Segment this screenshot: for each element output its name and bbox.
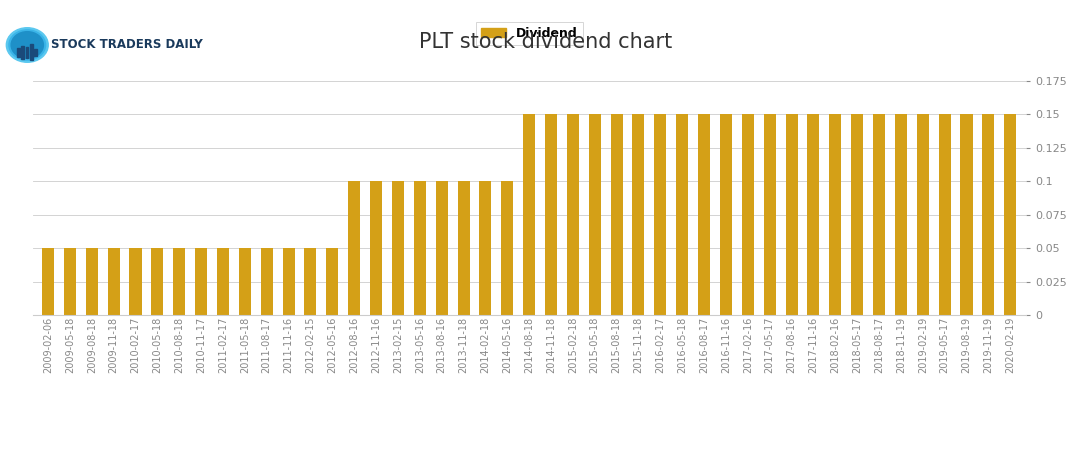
Bar — [764, 114, 776, 315]
Bar — [546, 114, 558, 315]
Bar — [348, 181, 360, 315]
Text: PLT stock dividend chart: PLT stock dividend chart — [419, 32, 672, 51]
Bar — [108, 248, 120, 315]
Bar — [873, 114, 885, 315]
Circle shape — [9, 30, 46, 60]
Bar — [261, 248, 273, 315]
Bar — [130, 248, 142, 315]
Bar — [152, 248, 164, 315]
Bar — [829, 114, 841, 315]
Bar — [304, 248, 316, 315]
Bar — [173, 248, 185, 315]
Bar — [217, 248, 229, 315]
Bar — [676, 114, 688, 315]
Bar — [195, 248, 207, 315]
Bar — [786, 114, 798, 315]
Bar — [851, 114, 863, 315]
Bar — [501, 181, 513, 315]
Bar — [895, 114, 907, 315]
Bar — [22, 46, 24, 58]
Bar — [960, 114, 972, 315]
Bar — [392, 181, 404, 315]
Bar — [982, 114, 994, 315]
Bar — [633, 114, 645, 315]
Bar — [807, 114, 819, 315]
Bar — [742, 114, 754, 315]
Bar — [457, 181, 469, 315]
Bar — [239, 248, 251, 315]
Bar — [326, 248, 338, 315]
Bar — [435, 181, 447, 315]
Bar — [567, 114, 579, 315]
Bar — [1004, 114, 1016, 315]
Bar — [523, 114, 536, 315]
Bar — [64, 248, 76, 315]
Bar — [938, 114, 950, 315]
Circle shape — [11, 32, 44, 58]
Bar — [26, 47, 28, 58]
Bar — [35, 49, 37, 56]
Bar — [370, 181, 382, 315]
Bar — [589, 114, 601, 315]
Bar — [17, 48, 20, 57]
Legend: Dividend: Dividend — [476, 22, 583, 45]
Bar — [655, 114, 667, 315]
Bar — [31, 44, 33, 60]
Circle shape — [7, 28, 48, 62]
Text: STOCK TRADERS DAILY: STOCK TRADERS DAILY — [51, 39, 203, 51]
Bar — [283, 248, 295, 315]
Bar — [698, 114, 710, 315]
Bar — [720, 114, 732, 315]
Bar — [413, 181, 425, 315]
Bar — [916, 114, 928, 315]
Bar — [479, 181, 491, 315]
Bar — [86, 248, 98, 315]
Bar — [611, 114, 623, 315]
Bar — [43, 248, 55, 315]
